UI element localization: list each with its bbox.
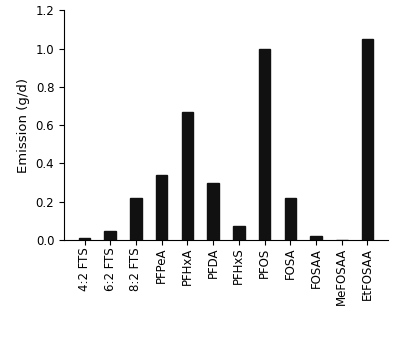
Bar (336, 239, 348, 240)
Bar (130, 198, 142, 240)
Bar (207, 182, 219, 240)
Bar (362, 39, 373, 240)
Y-axis label: Emission (g/d): Emission (g/d) (17, 78, 30, 173)
Bar (310, 236, 322, 240)
Bar (233, 226, 245, 240)
Bar (284, 198, 296, 240)
Bar (104, 232, 116, 240)
Bar (259, 49, 270, 240)
Bar (182, 112, 193, 240)
Bar (156, 175, 168, 240)
Bar (79, 238, 90, 240)
